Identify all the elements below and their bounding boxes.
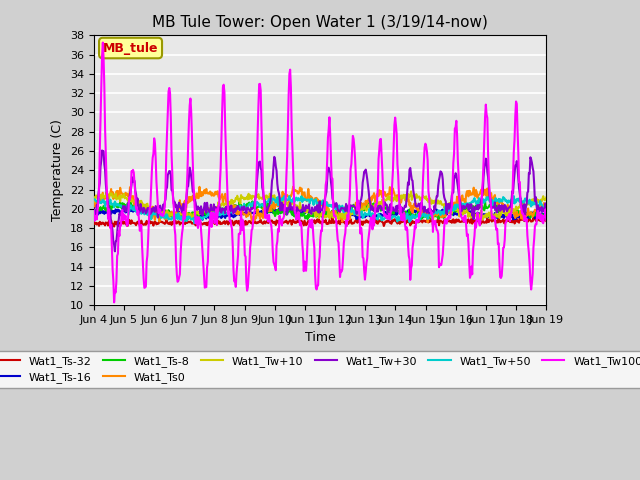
Wat1_Tw+10 <box>392 197 400 203</box>
Text: MB_tule: MB_tule <box>103 42 158 55</box>
Wat1_Ts-8 <box>394 208 401 214</box>
Wat1_Tw+50 <box>432 210 440 216</box>
Wat1_Tw+10 <box>407 189 415 194</box>
Wat1_Ts-32 <box>516 214 524 220</box>
Wat1_Tw+50 <box>90 196 97 202</box>
Wat1_Tw+10 <box>206 207 214 213</box>
Wat1_Ts-32 <box>90 218 97 224</box>
Wat1_Ts0 <box>357 200 365 206</box>
Line: Wat1_Tw100: Wat1_Tw100 <box>93 43 547 302</box>
Wat1_Tw+30 <box>432 198 440 204</box>
Wat1_Tw+50 <box>394 218 401 224</box>
Wat1_Tw+10 <box>294 210 302 216</box>
Wat1_Ts-16 <box>431 209 439 215</box>
Wat1_Ts-8 <box>380 198 388 204</box>
Wat1_Tw+50 <box>190 220 198 226</box>
Wat1_Ts-8 <box>357 202 365 207</box>
Wat1_Ts-32 <box>357 219 365 225</box>
Wat1_Ts0 <box>90 199 97 204</box>
Wat1_Ts-16 <box>294 210 302 216</box>
Wat1_Tw+50 <box>207 215 214 221</box>
Wat1_Ts-16 <box>418 205 426 211</box>
Wat1_Tw100 <box>172 232 179 238</box>
Line: Wat1_Tw+30: Wat1_Tw+30 <box>93 150 547 252</box>
Wat1_Tw100 <box>432 223 440 229</box>
Wat1_Tw100 <box>99 40 107 46</box>
Wat1_Ts-8 <box>294 213 302 219</box>
Wat1_Tw+50 <box>280 193 288 199</box>
Wat1_Tw100 <box>358 232 366 238</box>
Wat1_Tw+30 <box>90 206 97 212</box>
Wat1_Ts-32 <box>393 217 401 223</box>
Wat1_Tw+50 <box>358 208 366 214</box>
Legend: Wat1_Ts-32, Wat1_Ts-16, Wat1_Ts-8, Wat1_Ts0, Wat1_Tw+10, Wat1_Tw+30, Wat1_Tw+50,: Wat1_Ts-32, Wat1_Ts-16, Wat1_Ts-8, Wat1_… <box>0 351 640 388</box>
Wat1_Ts-16 <box>521 217 529 223</box>
X-axis label: Time: Time <box>305 331 335 344</box>
Wat1_Ts-16 <box>206 215 214 221</box>
Wat1_Ts0 <box>432 210 440 216</box>
Wat1_Ts-16 <box>170 212 178 217</box>
Wat1_Tw+10 <box>543 195 550 201</box>
Wat1_Tw+10 <box>431 199 439 205</box>
Wat1_Tw+50 <box>543 204 550 210</box>
Wat1_Ts-8 <box>170 212 178 217</box>
Line: Wat1_Ts-8: Wat1_Ts-8 <box>93 201 547 219</box>
Wat1_Tw+30 <box>296 208 304 214</box>
Line: Wat1_Ts-16: Wat1_Ts-16 <box>93 208 547 220</box>
Wat1_Tw+10 <box>356 205 364 211</box>
Wat1_Tw100 <box>543 217 550 223</box>
Wat1_Ts-32 <box>110 224 118 229</box>
Wat1_Ts-16 <box>392 209 400 215</box>
Wat1_Tw+30 <box>358 192 366 198</box>
Wat1_Ts-8 <box>90 210 97 216</box>
Wat1_Tw+50 <box>170 214 178 220</box>
Wat1_Tw100 <box>394 161 401 167</box>
Wat1_Tw100 <box>296 222 304 228</box>
Line: Wat1_Ts-32: Wat1_Ts-32 <box>93 217 547 227</box>
Wat1_Ts-8 <box>543 212 550 218</box>
Wat1_Ts-16 <box>90 211 97 216</box>
Wat1_Ts-8 <box>304 216 312 222</box>
Wat1_Tw100 <box>110 300 118 305</box>
Wat1_Ts0 <box>393 192 401 198</box>
Line: Wat1_Ts0: Wat1_Ts0 <box>93 187 547 222</box>
Wat1_Ts-32 <box>207 217 214 223</box>
Wat1_Ts0 <box>170 210 178 216</box>
Wat1_Tw+30 <box>111 249 119 254</box>
Line: Wat1_Tw+10: Wat1_Tw+10 <box>93 192 547 220</box>
Wat1_Ts0 <box>296 189 303 194</box>
Wat1_Ts-8 <box>206 207 214 213</box>
Wat1_Tw+30 <box>172 204 179 210</box>
Wat1_Ts-32 <box>171 220 179 226</box>
Wat1_Ts0 <box>289 184 297 190</box>
Wat1_Ts0 <box>206 189 214 194</box>
Wat1_Ts-8 <box>432 214 440 219</box>
Wat1_Ts-32 <box>296 218 303 224</box>
Wat1_Ts0 <box>543 203 550 208</box>
Wat1_Tw+30 <box>394 203 401 208</box>
Wat1_Tw+30 <box>98 147 106 153</box>
Wat1_Ts-16 <box>356 212 364 218</box>
Line: Wat1_Tw+50: Wat1_Tw+50 <box>93 196 547 223</box>
Wat1_Tw+10 <box>478 217 486 223</box>
Wat1_Tw100 <box>208 224 216 230</box>
Wat1_Tw+30 <box>208 207 216 213</box>
Wat1_Ts-16 <box>543 211 550 216</box>
Wat1_Ts0 <box>424 219 431 225</box>
Y-axis label: Temperature (C): Temperature (C) <box>51 120 64 221</box>
Wat1_Tw100 <box>90 207 97 213</box>
Wat1_Ts-32 <box>431 218 439 224</box>
Wat1_Tw+10 <box>170 214 178 220</box>
Wat1_Tw+30 <box>543 206 550 212</box>
Title: MB Tule Tower: Open Water 1 (3/19/14-now): MB Tule Tower: Open Water 1 (3/19/14-now… <box>152 15 488 30</box>
Wat1_Tw+50 <box>296 198 304 204</box>
Wat1_Ts-32 <box>543 218 550 224</box>
Wat1_Tw+10 <box>90 194 97 200</box>
